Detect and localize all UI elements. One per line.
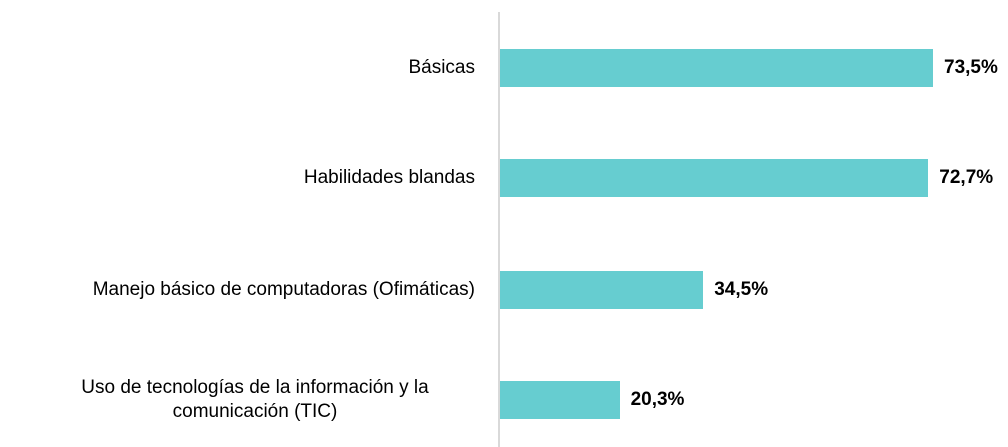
category-label: Habilidades blandas — [303, 167, 475, 188]
value-label: 34,5% — [714, 279, 769, 300]
value-label: 73,5% — [944, 57, 998, 78]
category-label: Uso de tecnologías de la información y l… — [81, 377, 429, 422]
bar — [500, 271, 704, 309]
category-label: Manejo básico de computadoras (Ofimática… — [92, 279, 475, 300]
bar — [500, 49, 933, 87]
category-label: Básicas — [408, 57, 475, 78]
value-label: 72,7% — [939, 167, 994, 188]
value-label: 20,3% — [630, 389, 685, 410]
bar — [500, 159, 929, 197]
bar — [500, 381, 620, 419]
category-axis — [498, 12, 500, 447]
